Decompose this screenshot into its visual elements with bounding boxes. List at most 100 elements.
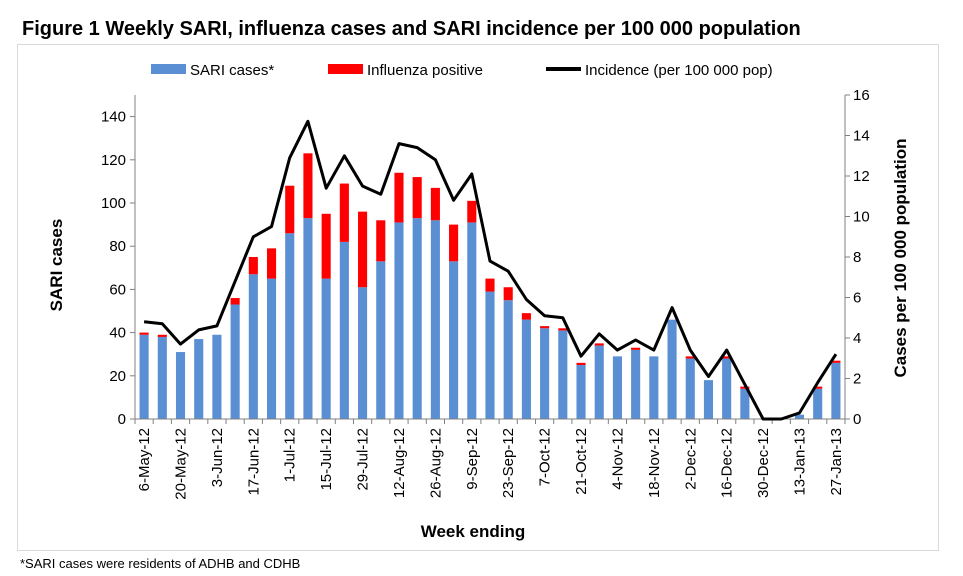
y-tick-label: 100 <box>101 195 126 212</box>
sari-bar <box>412 218 422 419</box>
x-tick-label: 13-Jan-13 <box>791 428 808 496</box>
sari-bar <box>649 356 659 419</box>
x-tick-label: 30-Dec-12 <box>755 428 772 498</box>
x-tick-label: 27-Jan-13 <box>828 428 845 496</box>
flu-bar <box>266 248 277 279</box>
flu-bar <box>521 313 531 320</box>
x-tick-label: 18-Nov-12 <box>646 428 663 498</box>
x-tick-label: 9-Sep-12 <box>464 428 481 490</box>
x-axis-label: Week ending <box>421 522 526 541</box>
sari-bar <box>467 222 477 419</box>
y2-axis-label: Cases per 100 000 population <box>891 138 910 377</box>
chart-frame <box>17 44 939 551</box>
legend: SARI cases* Influenza positive Incidence… <box>151 62 773 79</box>
sari-bar <box>394 222 404 419</box>
incidence-line <box>143 119 838 421</box>
sari-bar <box>157 336 167 419</box>
flu-bar <box>394 172 404 223</box>
sari-bar <box>285 233 295 419</box>
sari-bar <box>740 388 750 419</box>
x-tick-label: 1-Jul-12 <box>282 428 299 482</box>
x-tick-label: 21-Oct-12 <box>573 428 590 495</box>
flu-bar <box>558 328 568 331</box>
flu-bar <box>157 334 167 337</box>
sari-bar <box>376 261 386 419</box>
y-tick-label: 140 <box>101 109 126 126</box>
sari-bar <box>358 287 368 419</box>
x-tick-label: 2-Dec-12 <box>682 428 699 490</box>
flu-bar <box>303 153 313 219</box>
y2-tick-label: 4 <box>853 330 861 347</box>
sari-bar <box>212 334 222 419</box>
x-tick-label: 23-Sep-12 <box>500 428 517 498</box>
x-tick-label: 4-Nov-12 <box>609 428 626 490</box>
sari-bar <box>703 380 714 419</box>
x-tick-label: 29-Jul-12 <box>355 428 372 491</box>
sari-bar <box>139 334 149 419</box>
flu-bar <box>449 224 459 262</box>
sari-bar <box>631 349 641 419</box>
x-tick-label: 7-Oct-12 <box>537 428 554 486</box>
legend-label-incidence: Incidence (per 100 000 pop) <box>585 62 773 79</box>
flu-bar <box>467 200 477 223</box>
x-tick-label: 20-May-12 <box>173 428 190 500</box>
y2-tick-label: 12 <box>853 168 870 185</box>
flu-bar <box>321 213 331 279</box>
incidence-line-layer <box>143 119 838 421</box>
y2-tick-label: 14 <box>853 128 870 145</box>
sari-bar <box>194 339 204 419</box>
flu-bar <box>358 211 368 288</box>
sari-bar <box>558 330 568 419</box>
sari-bar <box>813 388 823 419</box>
y2-tick-label: 16 <box>853 87 870 104</box>
sari-bar <box>612 356 622 419</box>
legend-label-flu: Influenza positive <box>367 62 483 79</box>
y2-tick-label: 10 <box>853 209 870 226</box>
footnote: *SARI cases were residents of ADHB and C… <box>20 556 301 571</box>
sari-bar <box>248 274 258 419</box>
bars <box>139 153 841 419</box>
y2-tick-label: 6 <box>853 290 861 307</box>
flu-bar <box>576 362 586 365</box>
flu-bar <box>339 183 349 242</box>
flu-bar <box>230 298 240 305</box>
y2-tick-label: 2 <box>853 371 861 388</box>
x-tick-label: 3-Jun-12 <box>209 428 226 487</box>
flu-bar <box>248 257 258 275</box>
x-tick-label: 17-Jun-12 <box>245 428 262 496</box>
y2-tick-label: 8 <box>853 249 861 266</box>
y-tick-label: 40 <box>109 325 126 342</box>
flu-bar <box>813 386 823 389</box>
sari-bar <box>449 261 459 419</box>
sari-bar <box>667 319 677 419</box>
y-tick-label: 120 <box>101 152 126 169</box>
flu-bar <box>485 278 495 292</box>
x-tick-label: 26-Aug-12 <box>427 428 444 498</box>
legend-swatch-sari <box>151 64 186 74</box>
sari-bar <box>794 414 805 419</box>
flu-bar <box>412 177 422 219</box>
sari-bar <box>521 319 531 419</box>
sari-bar <box>503 300 513 419</box>
sari-bar <box>831 362 841 419</box>
sari-bar <box>175 352 186 419</box>
y-tick-label: 0 <box>118 411 126 428</box>
flu-bar <box>631 347 641 350</box>
flu-bar <box>503 287 513 301</box>
x-tick-label: 16-Dec-12 <box>719 428 736 498</box>
sari-bar <box>303 218 313 419</box>
sari-bar <box>339 241 349 419</box>
legend-label-sari: SARI cases* <box>190 62 274 79</box>
sari-bar <box>722 358 732 419</box>
y-tick-label: 20 <box>109 368 126 385</box>
x-tick-label: 12-Aug-12 <box>391 428 408 498</box>
sari-bar <box>430 220 440 419</box>
flu-bar <box>376 220 386 262</box>
sari-bar <box>594 345 604 419</box>
sari-bar <box>685 358 695 419</box>
y2-tick-label: 0 <box>853 411 861 428</box>
axes <box>130 94 850 424</box>
x-tick-label: 15-Jul-12 <box>318 428 335 491</box>
flu-bar <box>685 356 695 359</box>
